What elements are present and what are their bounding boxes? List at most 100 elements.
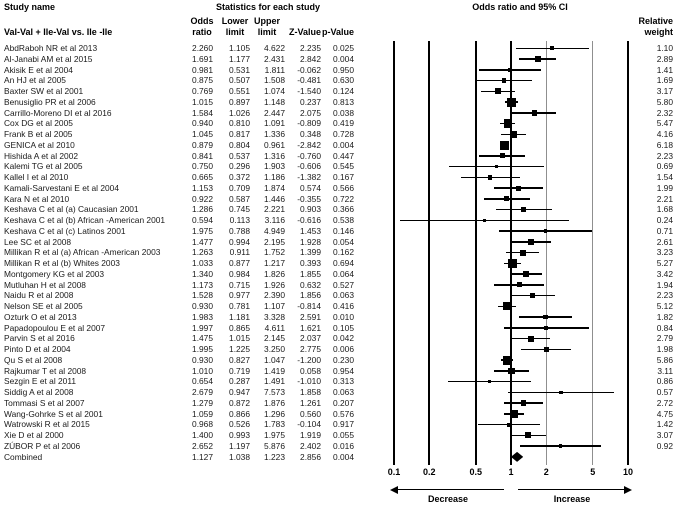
study-name: GENICA et al 2010 bbox=[4, 139, 75, 150]
stat-upper: 2.447 bbox=[264, 107, 285, 118]
odds-ratio-square-marker bbox=[550, 46, 555, 51]
stat-upper: 2.145 bbox=[264, 333, 285, 344]
stat-p: 0.064 bbox=[333, 268, 354, 279]
stat-w: 6.18 bbox=[656, 139, 673, 150]
stat-p: 0.167 bbox=[333, 172, 354, 182]
stat-upper: 1.419 bbox=[264, 365, 285, 376]
decrease-arrow-shaft bbox=[396, 489, 504, 491]
stat-z: 0.058 bbox=[300, 365, 321, 376]
stat-or: 1.584 bbox=[192, 107, 213, 118]
stat-w: 0.57 bbox=[656, 387, 673, 397]
combined-diamond-marker bbox=[510, 451, 524, 462]
stat-w: 2.89 bbox=[656, 53, 673, 64]
stat-z: 0.560 bbox=[300, 408, 321, 419]
stat-z: -0.809 bbox=[297, 118, 321, 129]
stat-p: 0.527 bbox=[333, 279, 354, 290]
gridline-0.1 bbox=[393, 41, 395, 465]
axis-tick-label: 5 bbox=[590, 467, 596, 477]
stat-upper: 1.926 bbox=[264, 279, 285, 290]
stat-upper: 4.611 bbox=[264, 322, 285, 333]
stat-or: 2.679 bbox=[192, 387, 213, 397]
odds-ratio-square-marker bbox=[522, 270, 530, 278]
stat-upper: 1.903 bbox=[264, 161, 285, 172]
stat-lower: 0.531 bbox=[229, 64, 250, 75]
study-name: Parvin S et al 2016 bbox=[4, 333, 75, 344]
stat-or: 0.968 bbox=[192, 419, 213, 430]
odds-ratio-square-marker bbox=[494, 88, 501, 95]
study-name: Millikan R et al (a) African -American 2… bbox=[4, 247, 161, 258]
stat-w: 1.94 bbox=[656, 279, 673, 290]
stat-or: 1.286 bbox=[192, 204, 213, 215]
stat-p: 0.566 bbox=[333, 182, 354, 193]
stat-lower: 0.788 bbox=[229, 225, 250, 236]
stat-z: -0.616 bbox=[297, 215, 321, 225]
stat-w: 1.42 bbox=[656, 419, 673, 430]
stat-or: 1.127 bbox=[192, 451, 213, 462]
upper-limit-col-header-line2: limit bbox=[257, 27, 277, 37]
stat-upper: 1.186 bbox=[264, 172, 285, 182]
stat-lower: 0.719 bbox=[229, 365, 250, 376]
stat-lower: 0.537 bbox=[229, 150, 250, 161]
study-name: Baxter SW et al 2001 bbox=[4, 86, 84, 96]
decrease-arrowhead-icon bbox=[390, 486, 398, 494]
stat-or: 1.279 bbox=[192, 397, 213, 408]
plot-section-header: Odds ratio and 95% CI bbox=[472, 2, 568, 12]
gridline-10 bbox=[627, 41, 629, 465]
axis-tick-label: 0.5 bbox=[469, 467, 483, 477]
stat-p: 0.728 bbox=[333, 129, 354, 139]
stat-p: 0.207 bbox=[333, 397, 354, 408]
stat-lower: 1.225 bbox=[229, 344, 250, 354]
odds-ratio-square-marker bbox=[543, 229, 548, 233]
p-value-col-header: p-Value bbox=[321, 27, 354, 37]
axis-tick-label: 10 bbox=[622, 467, 633, 477]
stat-p: 0.694 bbox=[333, 258, 354, 268]
stat-upper: 1.217 bbox=[264, 258, 285, 268]
increase-arrow-shaft bbox=[518, 489, 626, 491]
stat-z: -1.200 bbox=[297, 354, 321, 365]
study-name: Siddig A et al 2008 bbox=[4, 387, 74, 397]
study-name: Watrowski R et al 2015 bbox=[4, 419, 90, 430]
study-name: Tommasi S et al 2007 bbox=[4, 397, 85, 408]
stat-z: -0.355 bbox=[297, 193, 321, 204]
stat-upper: 1.047 bbox=[264, 354, 285, 365]
gridline-0.5 bbox=[474, 41, 477, 465]
stat-z: 2.775 bbox=[300, 344, 321, 354]
stat-z: 1.855 bbox=[300, 268, 321, 279]
relative-weight-col-header-line2: weight bbox=[644, 27, 674, 37]
stat-upper: 1.091 bbox=[264, 118, 285, 129]
odds-ratio-square-marker bbox=[488, 175, 493, 180]
stat-p: 0.419 bbox=[333, 118, 354, 129]
odds-ratio-square-marker bbox=[531, 110, 537, 116]
stat-w: 3.17 bbox=[656, 86, 673, 96]
stat-lower: 0.715 bbox=[229, 279, 250, 290]
stat-upper: 1.148 bbox=[264, 96, 285, 107]
study-name: Kallel I et al 2010 bbox=[4, 172, 69, 182]
lower-limit-col-header-line1: Lower bbox=[221, 16, 249, 26]
stat-or: 1.400 bbox=[192, 430, 213, 440]
stat-upper: 1.223 bbox=[264, 451, 285, 462]
stat-w: 4.16 bbox=[656, 129, 673, 139]
stat-p: 0.313 bbox=[333, 376, 354, 387]
study-name: AbdRaboh NR et al 2013 bbox=[4, 43, 98, 53]
stat-p: 0.950 bbox=[333, 64, 354, 75]
stat-upper: 5.876 bbox=[264, 440, 285, 451]
stat-upper: 1.107 bbox=[264, 301, 285, 311]
study-name: Benusiglio PR et al 2006 bbox=[4, 96, 96, 107]
stat-lower: 0.897 bbox=[229, 96, 250, 107]
stat-w: 5.47 bbox=[656, 118, 673, 129]
stat-or: 1.995 bbox=[192, 344, 213, 354]
stat-lower: 0.507 bbox=[229, 75, 250, 86]
odds-ratio-square-marker bbox=[544, 326, 548, 330]
stat-upper: 1.826 bbox=[264, 268, 285, 279]
stat-upper: 2.195 bbox=[264, 236, 285, 247]
stat-or: 0.879 bbox=[192, 139, 213, 150]
stat-p: 0.105 bbox=[333, 322, 354, 333]
stat-w: 1.98 bbox=[656, 344, 673, 354]
stat-z: -0.606 bbox=[297, 161, 321, 172]
stat-or: 1.015 bbox=[192, 96, 213, 107]
odds-ratio-square-marker bbox=[503, 302, 512, 311]
stat-or: 1.528 bbox=[192, 290, 213, 301]
stat-z: 2.075 bbox=[300, 107, 321, 118]
stat-or: 2.652 bbox=[192, 440, 213, 451]
